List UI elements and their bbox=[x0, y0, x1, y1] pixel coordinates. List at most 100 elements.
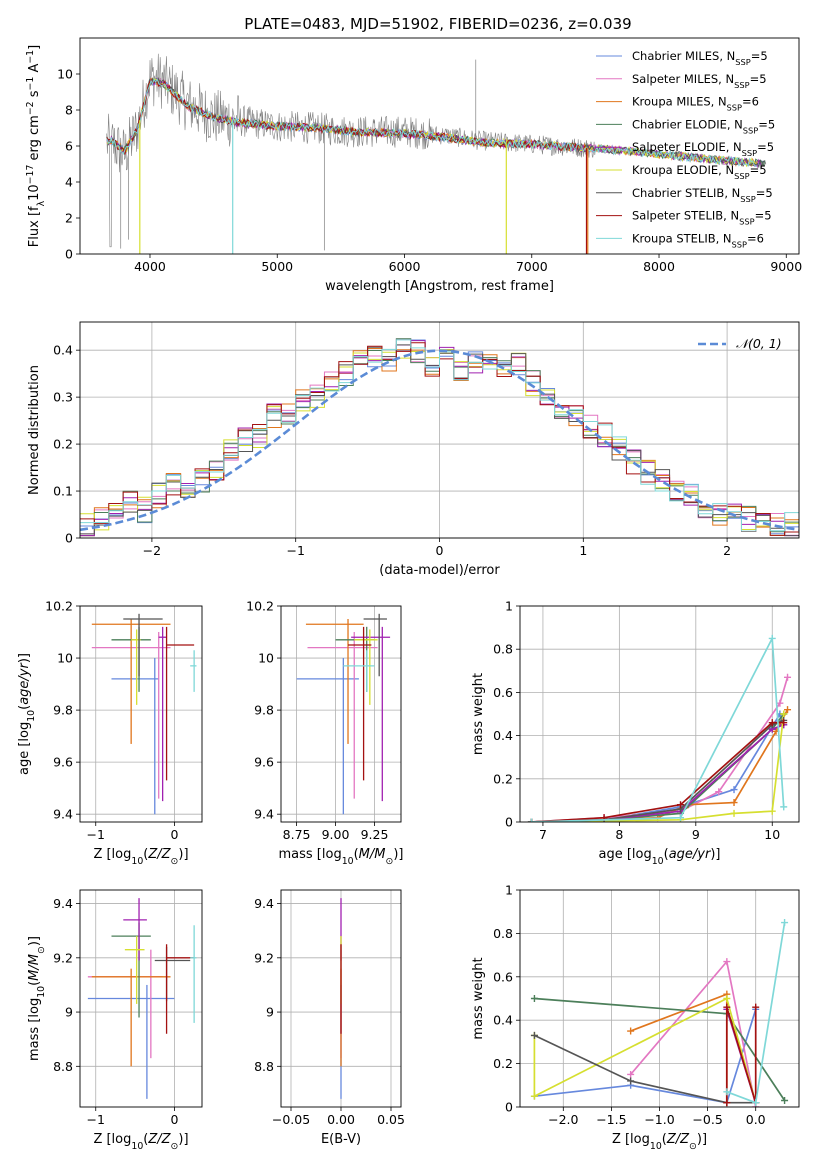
weight-marker-salpeter_stelib bbox=[677, 801, 685, 809]
x-tick-label: 8 bbox=[615, 827, 623, 842]
weight-marker-chabrier_elodie bbox=[530, 995, 538, 1002]
weight-line-chabrier_miles bbox=[531, 712, 785, 822]
x-tick-label: 0.00 bbox=[327, 1112, 355, 1127]
x-tick-label: 7 bbox=[539, 827, 547, 842]
weight-line-chabrier_stelib bbox=[534, 1034, 756, 1104]
y-tick-label: 9.6 bbox=[53, 755, 73, 770]
weight-marker-kroupa_stelib bbox=[781, 919, 789, 927]
x-axis-label: Z [log10(Z/Z⊙)] bbox=[93, 1132, 188, 1152]
weight-marker-kroupa_stelib bbox=[768, 634, 776, 642]
x-tick-label: −2 bbox=[143, 543, 161, 558]
legend-label-chabrier_miles: Chabrier MILES, NSSP=5 bbox=[632, 49, 768, 67]
panel-mass_weight_vs_age: 7 8 9 10 0 0.2 0.4 0.6 0.8 1 mass weight age [log10… bbox=[471, 599, 800, 867]
weight-marker-salpeter_miles bbox=[627, 1070, 635, 1078]
y-tick-label: 0.6 bbox=[493, 969, 513, 984]
axes-frame bbox=[280, 605, 402, 823]
y-tick-label: 0.3 bbox=[53, 390, 73, 405]
weight-line-salpeter_stelib bbox=[725, 1006, 757, 1103]
y-tick-label: 9.8 bbox=[53, 703, 73, 718]
y-tick-label: 9.2 bbox=[53, 950, 73, 965]
y-tick-label: 10.2 bbox=[246, 599, 274, 614]
grid bbox=[520, 889, 799, 1108]
x-tick-label: 10 bbox=[764, 827, 780, 842]
errorbar-salpeter_stelib bbox=[165, 944, 195, 1034]
x-tick-label: −1 bbox=[286, 543, 304, 558]
weight-marker-salpeter_stelib bbox=[780, 719, 788, 727]
y-tick-label: 1 bbox=[505, 599, 513, 614]
x-tick-label: 0 bbox=[170, 1112, 178, 1127]
x-tick-label: 4000 bbox=[134, 259, 166, 274]
plot-area bbox=[530, 919, 789, 1107]
x-tick-label: −0.05 bbox=[272, 1112, 310, 1127]
grid bbox=[281, 605, 401, 822]
y-tick-label: 0 bbox=[505, 1100, 513, 1115]
x-axis-label: Z [log10(Z/Z⊙)] bbox=[93, 847, 188, 867]
y-tick-label: 0 bbox=[65, 531, 73, 546]
errorbar-salpeter_elodie bbox=[123, 898, 147, 961]
plot-area bbox=[106, 53, 767, 254]
y-tick-label: 8.8 bbox=[53, 1059, 73, 1074]
y-tick-label: 0.4 bbox=[53, 343, 73, 358]
axes-frame bbox=[79, 889, 203, 1108]
spectrum-legend: Chabrier MILES, NSSP=5 Salpeter MILES, NS… bbox=[596, 49, 775, 249]
errorbar-salpeter_miles bbox=[307, 632, 378, 799]
weight-marker-kroupa_miles bbox=[730, 799, 738, 807]
weight-line-chabrier_miles bbox=[534, 1009, 757, 1104]
y-tick-label: 4 bbox=[65, 175, 73, 190]
errorbar-kroupa_elodie bbox=[124, 936, 145, 1004]
weight-marker-kroupa_stelib bbox=[752, 1099, 760, 1107]
x-tick-label: 2 bbox=[723, 543, 731, 558]
y-tick-label: 0.1 bbox=[53, 484, 73, 499]
weight-marker-kroupa_elodie bbox=[768, 807, 776, 815]
x-axis-label: Z [log10(Z/Z⊙)] bbox=[612, 1132, 707, 1152]
weight-marker-salpeter_stelib bbox=[768, 719, 776, 727]
errorbar-salpeter_stelib bbox=[165, 626, 195, 781]
x-tick-label: 7000 bbox=[516, 259, 548, 274]
panel-mass_vs_Z: −1 0 8.8 9 9.2 9.4 Z [log10(Z/Z⊙)] mass [log10(… bbox=[27, 889, 203, 1152]
y-tick-label: 0.4 bbox=[493, 728, 513, 743]
x-tick-label: 9000 bbox=[770, 259, 802, 274]
x-tick-label: −2.0 bbox=[548, 1112, 578, 1127]
weight-marker-chabrier_miles bbox=[730, 786, 738, 794]
y-tick-label: 9.6 bbox=[254, 755, 274, 770]
errorbar-kroupa_stelib bbox=[190, 925, 197, 1023]
weight-line-kroupa_elodie bbox=[533, 997, 757, 1103]
panel-mass_vs_ebv: −0.05 0.00 0.05 8.8 9 9.2 9.4 E(B-V) bbox=[254, 889, 405, 1147]
x-tick-label: 6000 bbox=[389, 259, 421, 274]
y-tick-label: 0.2 bbox=[493, 1056, 513, 1071]
weight-marker-kroupa_elodie bbox=[730, 809, 738, 817]
errorbar-kroupa_stelib bbox=[343, 650, 375, 692]
x-tick-label: 8000 bbox=[643, 259, 675, 274]
x-axis-label: age [log10(age/yr)] bbox=[598, 847, 720, 867]
y-tick-label: 8.8 bbox=[254, 1059, 274, 1074]
legend-label-chabrier_elodie: Chabrier ELODIE, NSSP=5 bbox=[632, 117, 775, 135]
weight-marker-salpeter_miles bbox=[784, 673, 792, 681]
y-tick-label: 2 bbox=[65, 211, 73, 226]
errorbar-chabrier_stelib bbox=[123, 613, 163, 677]
errorbar-salpeter_miles bbox=[87, 949, 163, 1059]
y-tick-label: 9.4 bbox=[53, 807, 73, 822]
weight-line-kroupa_elodie bbox=[531, 713, 785, 822]
weight-marker-salpeter_stelib bbox=[723, 1003, 731, 1011]
y-tick-label: 10 bbox=[258, 651, 274, 666]
weight-marker-salpeter_stelib bbox=[752, 1003, 760, 1011]
y-tick-label: 10.2 bbox=[45, 599, 73, 614]
y-tick-label: 9.4 bbox=[254, 807, 274, 822]
x-axis-label: mass [log10(M/M⊙)] bbox=[279, 847, 404, 867]
errorbar-chabrier_miles bbox=[296, 658, 359, 815]
errorbar-salpeter_stelib bbox=[348, 626, 372, 781]
weight-marker-kroupa_miles bbox=[784, 706, 792, 714]
y-axis-label: mass [log10(M/M⊙)] bbox=[27, 936, 47, 1061]
x-tick-label: 0.0 bbox=[746, 1112, 766, 1127]
weight-line-salpeter_stelib bbox=[531, 721, 784, 822]
axes-frame bbox=[79, 605, 203, 823]
panel-spectrum: 4000 5000 6000 7000 8000 9000 0 2 4 6 8 10 wavelengt… bbox=[25, 37, 802, 294]
panel-residuals: −2 −1 0 1 2 0 0.1 0.2 0.3 0.4 𝒩(0, 1) (data-model)/… bbox=[27, 321, 800, 578]
panel-age_vs_Z: −1 0 9.4 9.6 9.8 10 10.2 Z [log10(Z/Z⊙)] age [lo… bbox=[17, 599, 203, 867]
x-tick-label: 8.75 bbox=[283, 827, 311, 842]
legend-label-salpeter_miles: Salpeter MILES, NSSP=5 bbox=[632, 72, 767, 90]
x-tick-label: 1 bbox=[579, 543, 587, 558]
legend-label-kroupa_miles: Kroupa MILES, NSSP=6 bbox=[632, 95, 759, 113]
y-axis-label: Flux [fλ10−17 erg cm−2 s−1 A−1] bbox=[25, 45, 47, 247]
x-tick-label: 0 bbox=[436, 543, 444, 558]
